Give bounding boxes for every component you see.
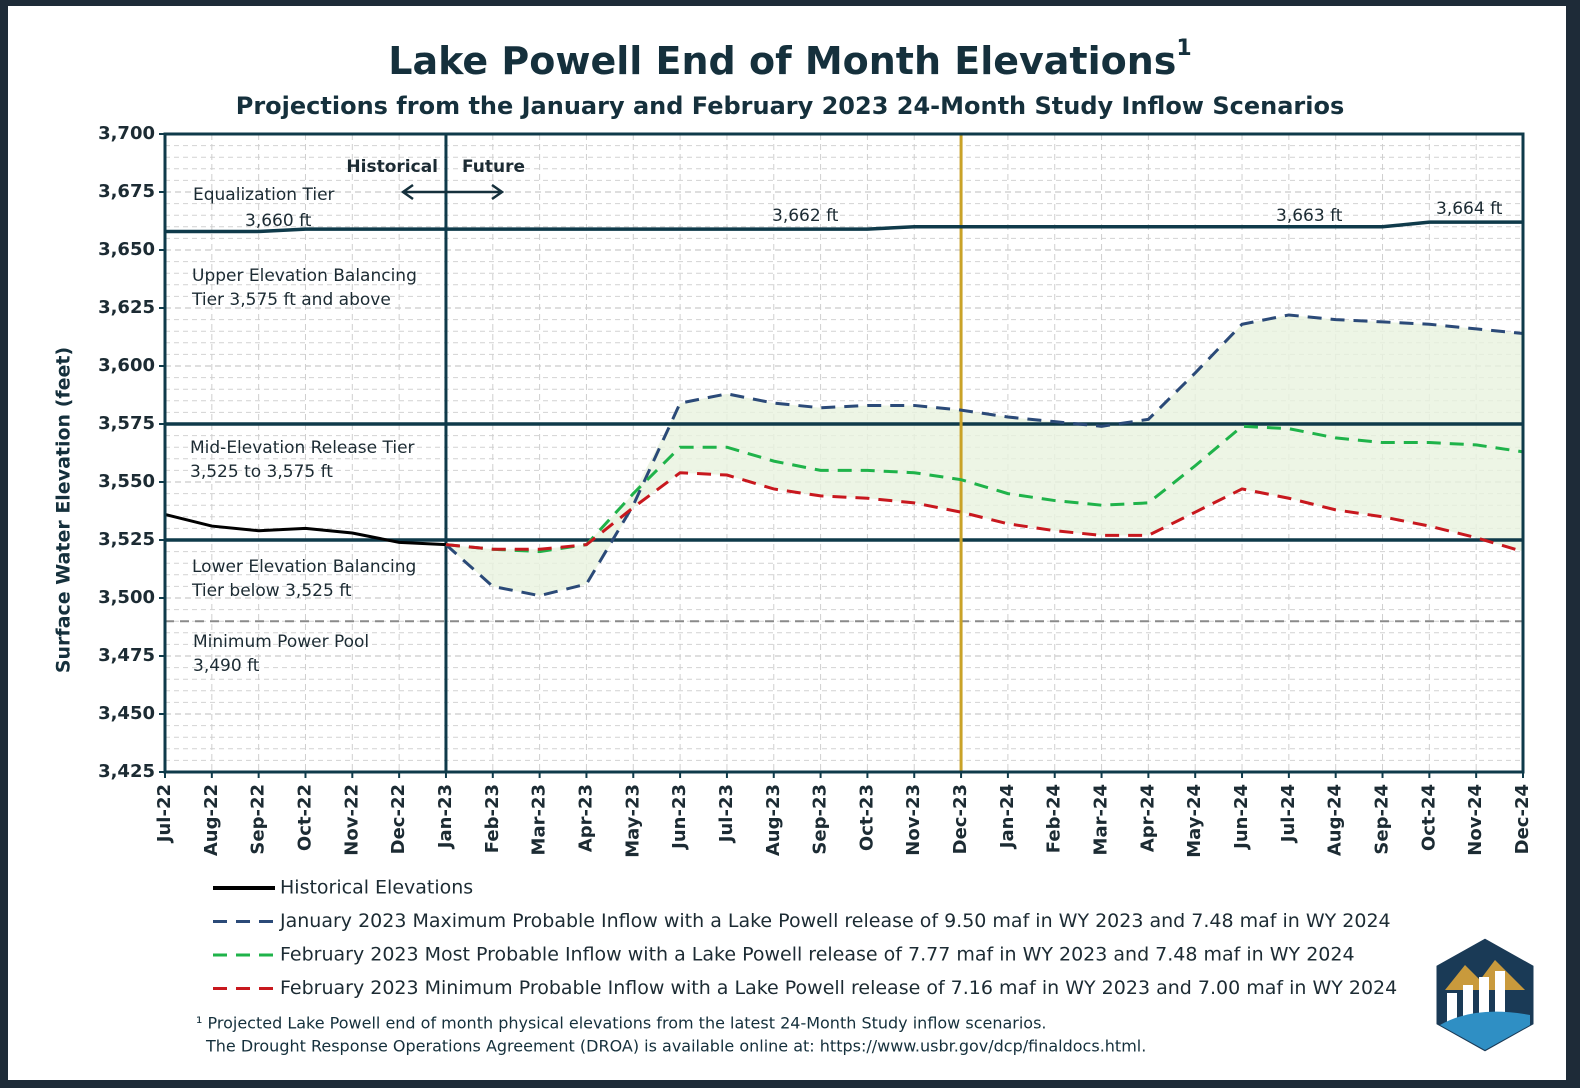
x-tick-label: Jul-23 bbox=[716, 784, 737, 844]
annotation: 3,525 to 3,575 ft bbox=[190, 462, 333, 482]
range-fill bbox=[445, 314, 1523, 596]
annotation: Future bbox=[462, 157, 525, 177]
x-tick-label: Oct-24 bbox=[1418, 784, 1439, 851]
x-tick-label: Feb-23 bbox=[482, 784, 503, 853]
annotation: 3,662 ft bbox=[772, 206, 839, 226]
y-tick-label: 3,500 bbox=[98, 587, 155, 608]
x-tick-label: Dec-24 bbox=[1512, 784, 1533, 854]
x-tick-label: Sep-23 bbox=[810, 784, 831, 855]
y-tick-label: 3,575 bbox=[98, 413, 155, 434]
legend-label: Historical Elevations bbox=[280, 877, 473, 899]
series-line bbox=[444, 313, 1524, 598]
x-tick-label: Feb-24 bbox=[1044, 784, 1065, 853]
x-tick-label: Jul-22 bbox=[154, 784, 175, 844]
series-line bbox=[445, 424, 1524, 554]
x-tick-label: Apr-24 bbox=[1137, 784, 1158, 852]
footnote: The Drought Response Operations Agreemen… bbox=[205, 1037, 1146, 1056]
annotation: Upper Elevation Balancing bbox=[192, 266, 417, 286]
title-note: 1 bbox=[1176, 36, 1191, 61]
x-tick-label: Oct-23 bbox=[856, 784, 877, 851]
x-tick-label: Nov-22 bbox=[341, 784, 362, 856]
annotation: 3,664 ft bbox=[1436, 199, 1503, 219]
y-tick-label: 3,650 bbox=[98, 239, 155, 260]
logo bbox=[1433, 935, 1537, 1055]
x-tick-label: Jul-24 bbox=[1278, 784, 1299, 844]
y-tick-label: 3,600 bbox=[98, 355, 155, 376]
annotation: Tier 3,575 ft and above bbox=[191, 290, 391, 310]
y-tick-label: 3,675 bbox=[98, 181, 155, 202]
legend-label: February 2023 Most Probable Inflow with … bbox=[280, 944, 1355, 966]
y-tick-label: 3,625 bbox=[98, 297, 155, 318]
plot-frame bbox=[163, 132, 1525, 774]
title-text: Lake Powell End of Month Elevations bbox=[388, 39, 1176, 83]
annotation: Mid-Elevation Release Tier bbox=[190, 438, 415, 458]
y-tick-label: 3,550 bbox=[98, 471, 155, 492]
y-tick-label: 3,700 bbox=[98, 123, 155, 144]
x-tick-label: Mar-23 bbox=[529, 784, 550, 855]
annotation: 3,663 ft bbox=[1276, 206, 1343, 226]
direction-arrow bbox=[400, 183, 505, 201]
x-tick-label: Aug-22 bbox=[201, 784, 222, 856]
annotation: Tier below 3,525 ft bbox=[191, 581, 352, 601]
annotation: Historical bbox=[346, 157, 438, 177]
x-tick-label: Jun-23 bbox=[669, 784, 690, 851]
y-axis-label: Surface Water Elevation (feet) bbox=[53, 347, 75, 673]
x-tick-label: Jan-23 bbox=[435, 784, 456, 850]
x-tick-label: Aug-23 bbox=[763, 784, 784, 856]
annotation: Minimum Power Pool bbox=[193, 632, 369, 652]
annotation: Lower Elevation Balancing bbox=[192, 557, 416, 577]
footnote: ¹ Projected Lake Powell end of month phy… bbox=[196, 1014, 1047, 1033]
y-tick-label: 3,425 bbox=[98, 761, 155, 782]
annotation: Equalization Tier bbox=[193, 185, 335, 205]
x-tick-label: Nov-23 bbox=[903, 784, 924, 856]
x-tick-label: Sep-22 bbox=[248, 784, 269, 855]
x-tick-label: Oct-22 bbox=[294, 784, 315, 851]
x-tick-label: Aug-24 bbox=[1325, 784, 1346, 856]
x-tick-label: Dec-22 bbox=[388, 784, 409, 854]
chart-subtitle: Projections from the January and Februar… bbox=[236, 92, 1345, 120]
x-tick-label: Dec-23 bbox=[950, 784, 971, 854]
x-tick-label: Jun-24 bbox=[1231, 784, 1252, 851]
legend-label: February 2023 Minimum Probable Inflow wi… bbox=[280, 977, 1397, 999]
legend-label: January 2023 Maximum Probable Inflow wit… bbox=[279, 910, 1391, 932]
x-tick-label: Sep-24 bbox=[1372, 784, 1393, 855]
chart-title: Lake Powell End of Month Elevations1 bbox=[388, 36, 1191, 83]
equalization-line bbox=[165, 220, 1523, 234]
x-tick-label: Apr-23 bbox=[575, 784, 596, 852]
y-tick-label: 3,450 bbox=[98, 703, 155, 724]
y-tick-label: 3,475 bbox=[98, 645, 155, 666]
x-tick-label: Mar-24 bbox=[1091, 784, 1112, 855]
series-line bbox=[164, 513, 447, 547]
series-line bbox=[445, 471, 1524, 554]
x-tick-label: May-24 bbox=[1184, 784, 1205, 858]
annotation: 3,490 ft bbox=[193, 656, 260, 676]
x-tick-label: Jan-24 bbox=[997, 784, 1018, 850]
y-tick-label: 3,525 bbox=[98, 529, 155, 550]
x-tick-label: Nov-24 bbox=[1465, 784, 1486, 856]
x-tick-label: May-23 bbox=[622, 784, 643, 858]
annotation: 3,660 ft bbox=[245, 211, 312, 231]
